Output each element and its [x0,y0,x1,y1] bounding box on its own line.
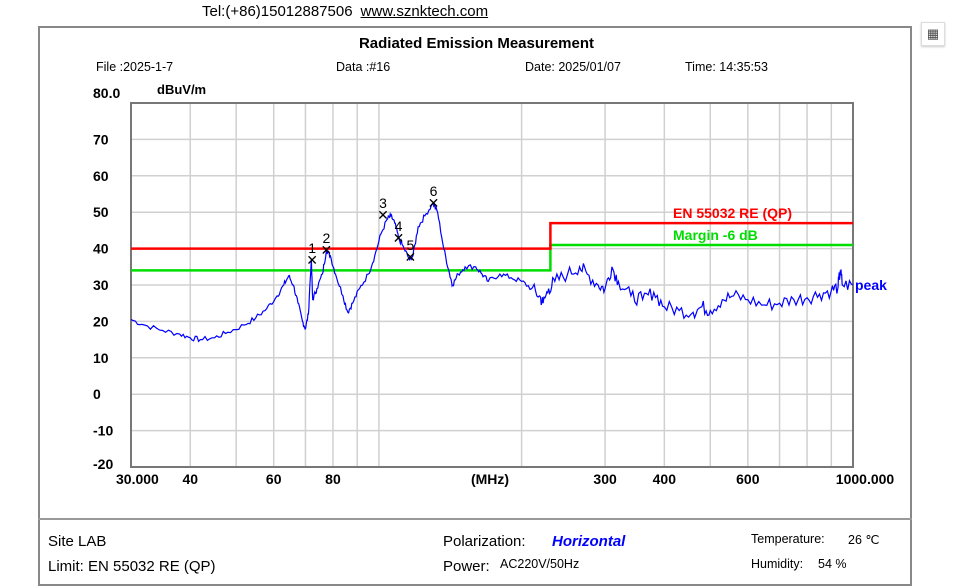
marker-label: 4 [395,218,403,234]
x-tick-label: 40 [182,471,198,487]
y-tick-label: 40 [93,241,109,257]
trace-label: peak [855,277,887,293]
polarization-label: Polarization: [443,533,526,550]
marker-x-icon: ✕ [306,252,318,268]
marker-label: 3 [379,195,387,211]
x-tick-label: 60 [266,471,282,487]
data-number: Data :#16 [336,60,391,74]
y-tick-label: 30 [93,277,109,293]
measurement-trace [130,201,854,343]
x-tick-label: 1000.000 [836,471,895,487]
marker-label: 1 [308,240,316,256]
marker-x-icon: ✕ [428,195,440,211]
telephone: Tel:(+86)15012887506 [202,3,353,20]
marker-x-icon: ✕ [377,207,389,223]
y-unit-label: dBuV/m [157,82,207,97]
x-tick-label: 300 [593,471,617,487]
contact-line: Tel:(+86)15012887506 www.sznktech.com [202,3,488,20]
y-tick-label: -20 [93,456,113,472]
y-tick-label: 20 [93,313,109,329]
marker-label: 2 [323,230,331,246]
y-tick-label: 10 [93,350,109,366]
marker-x-icon: ✕ [321,242,333,258]
x-tick-label: 400 [653,471,677,487]
marker-x-icon: ✕ [404,249,416,265]
marker-label: 5 [406,237,414,253]
y-tick-label: 80.0 [93,85,120,101]
file-name: File :2025-1-7 [96,60,174,74]
x-tick-label: 30.000 [116,471,159,487]
y-tick-label: 60 [93,168,109,184]
site: Site LAB [48,533,107,550]
y-tick-label: 70 [93,131,109,147]
time: Time: 14:35:53 [685,60,768,74]
marker-label: 6 [430,183,438,199]
y-tick-label: 0 [93,386,101,402]
margin-label: Margin -6 dB [673,227,758,243]
limit-label: EN 55032 RE (QP) [673,205,792,221]
x-tick-label: 600 [736,471,760,487]
chart-title: Radiated Emission Measurement [358,35,595,52]
divider [38,518,912,520]
margin-line [131,243,853,272]
limit-standard: Limit: EN 55032 RE (QP) [48,558,216,575]
x-tick-label: 80 [325,471,341,487]
fit-page-icon[interactable]: ▦ [921,22,945,46]
humidity-value: 54 % [818,557,847,571]
date: Date: 2025/01/07 [525,60,621,74]
temperature-label: Temperature: [751,532,825,546]
limit-line [131,221,853,250]
temperature-value: 26 ℃ [848,533,880,547]
marker-x-icon: ✕ [393,230,405,246]
y-tick-label: 50 [93,204,109,220]
polarization-value: Horizontal [552,533,626,550]
power-label: Power: [443,558,490,575]
website-link[interactable]: www.sznktech.com [360,3,489,20]
humidity-label: Humidity: [751,557,804,571]
y-tick-label: -10 [93,423,113,439]
power-value: AC220V/50Hz [500,557,580,571]
x-axis-label: (MHz) [471,471,509,487]
